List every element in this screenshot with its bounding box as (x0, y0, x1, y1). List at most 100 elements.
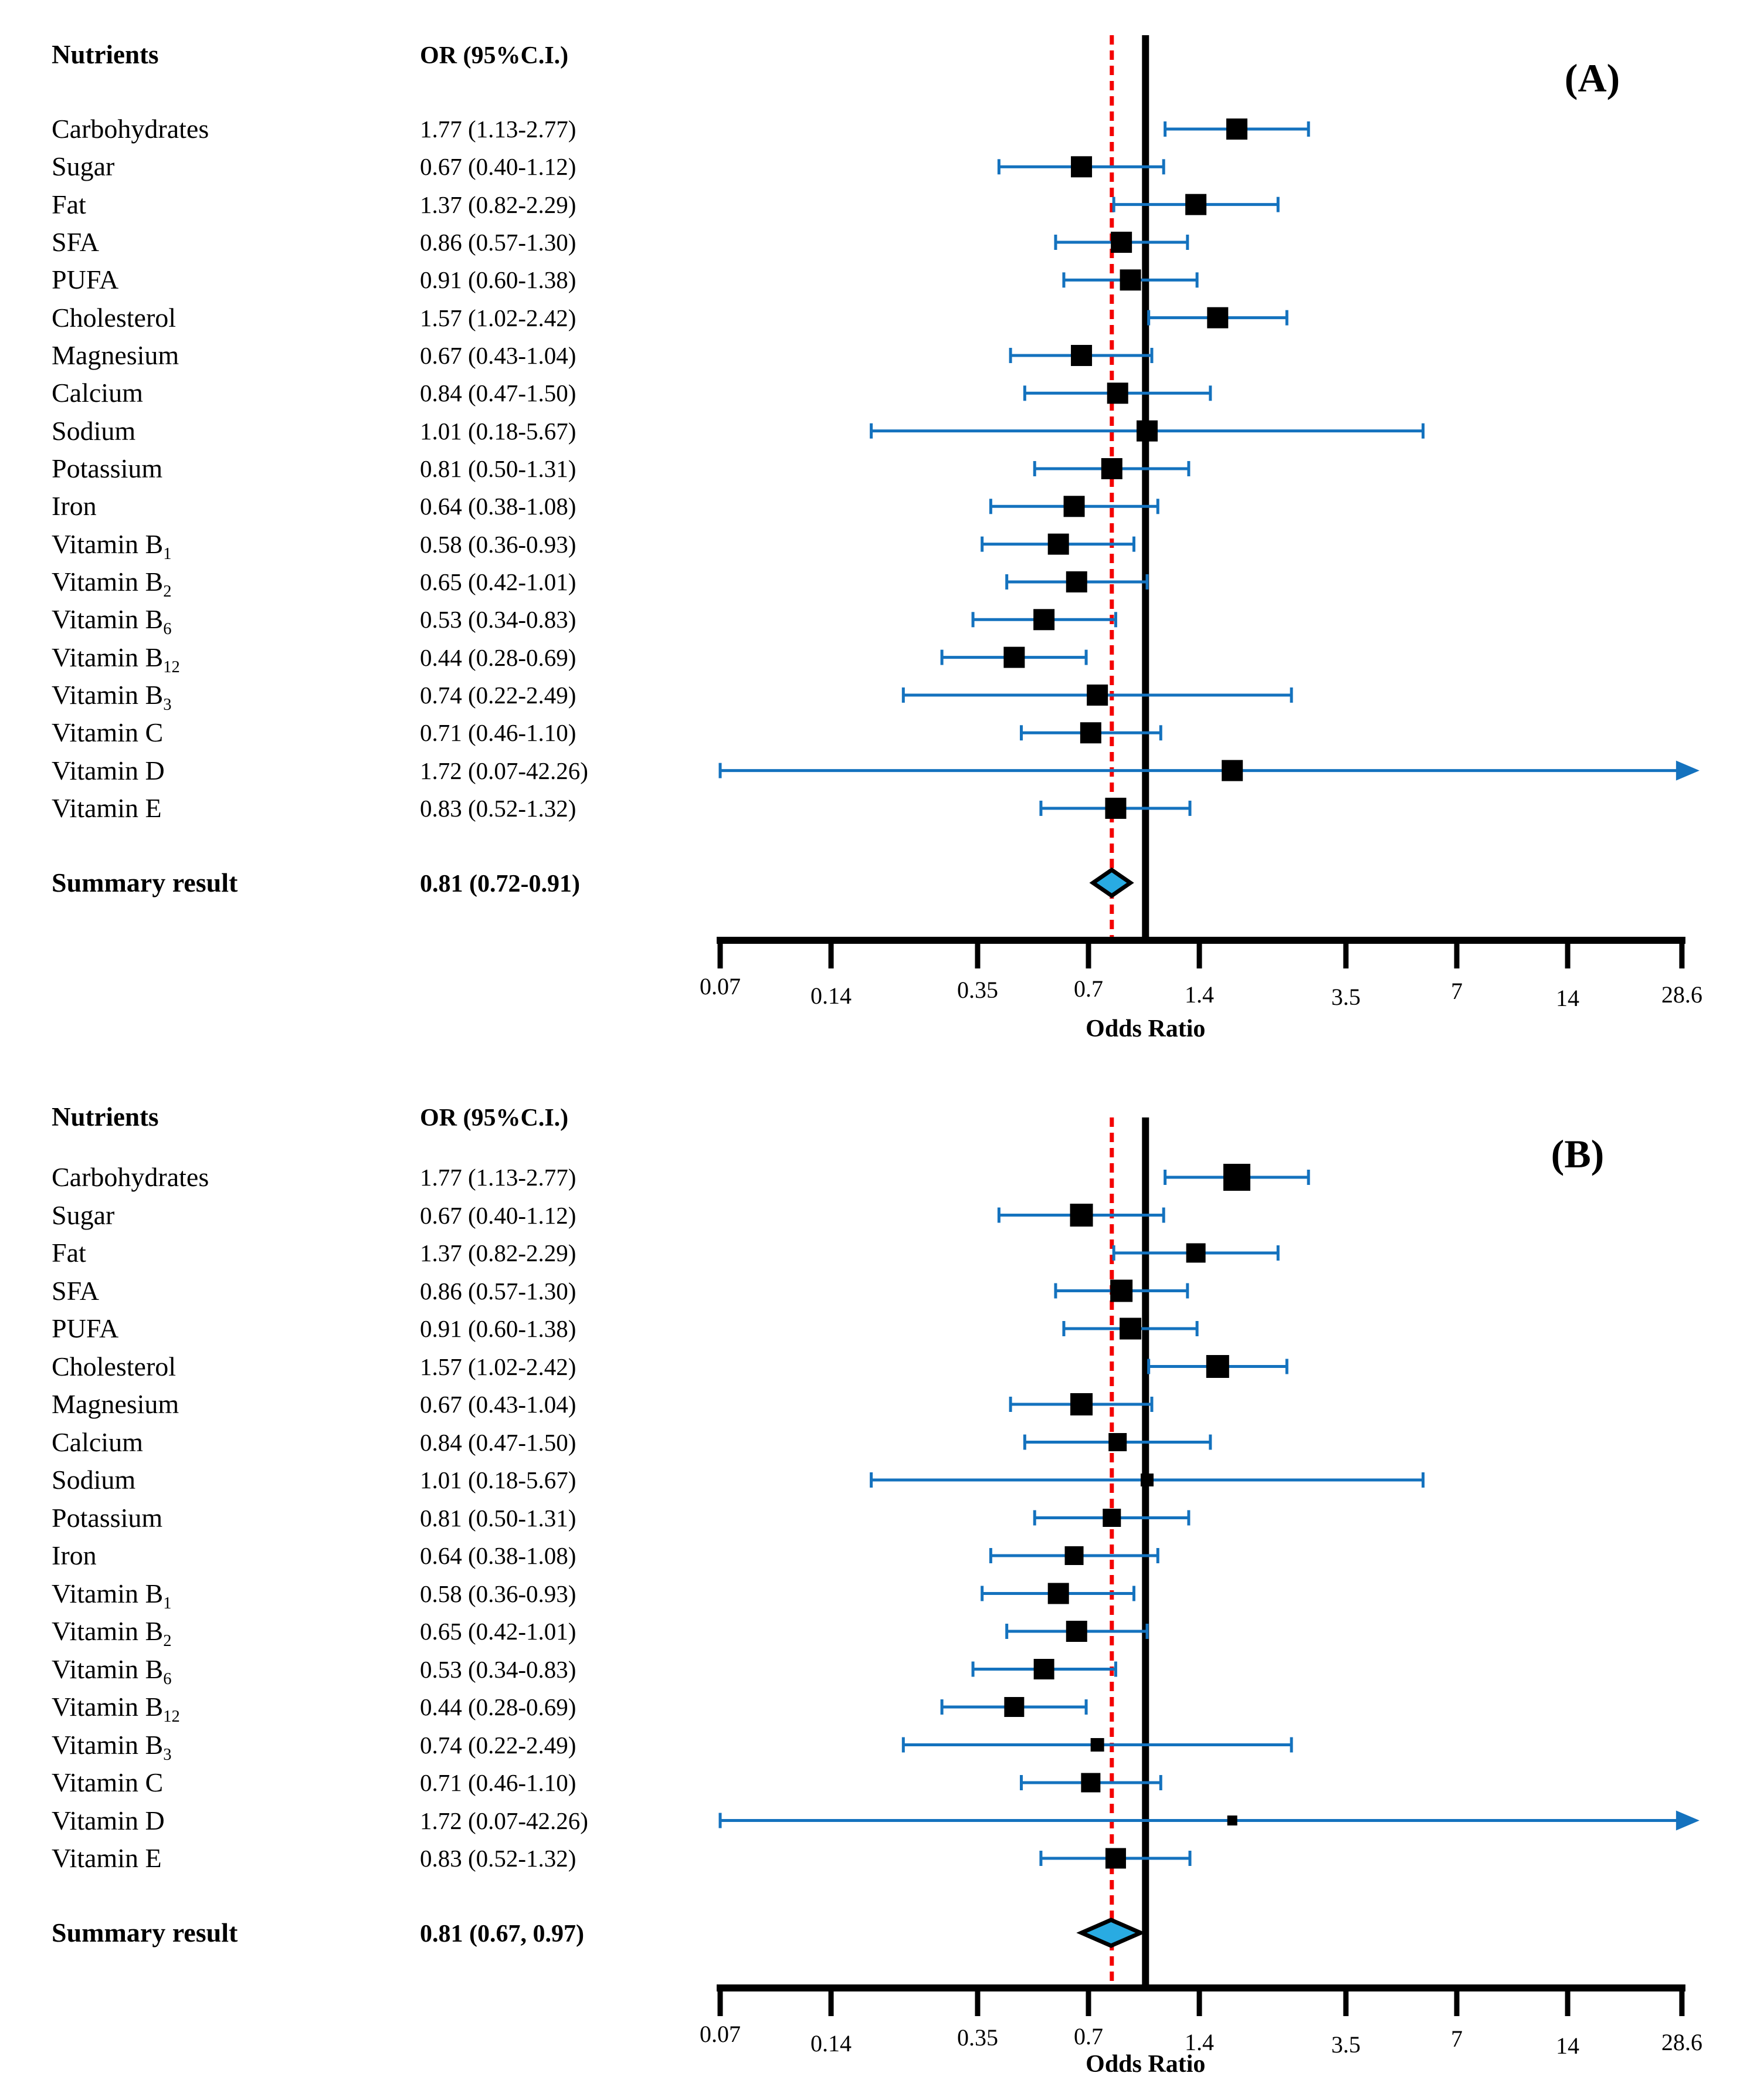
nutrient-label: Magnesium (52, 340, 179, 370)
panel-a-tick-label: 28.6 (1661, 981, 1702, 1008)
or-ci-value: 0.71 (0.46-1.10) (420, 1769, 576, 1796)
nutrient-label: Vitamin D (52, 1805, 165, 1835)
estimate-square-b (1090, 1738, 1104, 1752)
estimate-square-a (1101, 458, 1122, 479)
estimate-square-b (1110, 1279, 1133, 1302)
or-ci-value: 1.57 (1.02-2.42) (420, 1353, 576, 1380)
panel-a-x-axis-title: Odds Ratio (1086, 1015, 1205, 1042)
estimate-square-b (1047, 1583, 1069, 1604)
or-ci-value: 1.01 (0.18-5.67) (420, 417, 576, 445)
or-ci-value: 0.91 (0.60-1.38) (420, 266, 576, 294)
nutrient-label: Calcium (52, 1427, 143, 1457)
nutrient-label: Vitamin B1 (52, 529, 172, 563)
or-ci-value: 0.58 (0.36-0.93) (420, 530, 576, 558)
or-ci-value: 1.77 (1.13-2.77) (420, 116, 576, 143)
estimate-square-b (1206, 1355, 1229, 1378)
or-ci-value: 1.72 (0.07-42.26) (420, 1807, 588, 1834)
estimate-square-b (1223, 1164, 1251, 1191)
panel-b-column-header-nutrients: Nutrients (52, 1102, 159, 1132)
estimate-square-a (1066, 571, 1087, 592)
nutrient-label: PUFA (52, 265, 119, 295)
estimate-square-a (1107, 382, 1128, 404)
or-ci-value: 0.83 (0.52-1.32) (420, 794, 576, 822)
estimate-square-a (1120, 269, 1141, 291)
estimate-square-a (1207, 307, 1229, 328)
panel-a-tick-label: 1.4 (1185, 981, 1214, 1008)
panel-a-tick-label: 3.5 (1331, 984, 1361, 1010)
estimate-square-a (1136, 420, 1158, 442)
estimate-square-b (1070, 1204, 1093, 1227)
estimate-square-b (1070, 1393, 1093, 1415)
estimate-square-a (1226, 118, 1248, 140)
nutrient-label: Vitamin B12 (52, 1692, 180, 1726)
or-ci-value: 1.37 (0.82-2.29) (420, 1239, 576, 1266)
nutrient-label: SFA (52, 1275, 99, 1306)
nutrient-label: Cholesterol (52, 1351, 177, 1381)
or-ci-value: 0.64 (0.38-1.08) (420, 493, 576, 520)
nutrient-label: Sugar (52, 1200, 115, 1230)
panel-a-x-axis (717, 937, 1685, 944)
estimate-square-a (1111, 231, 1132, 253)
estimate-square-b (1186, 1243, 1206, 1263)
estimate-square-b (1108, 1433, 1127, 1451)
panel-a-tick-label: 7 (1451, 978, 1463, 1004)
nutrient-label: Potassium (52, 453, 163, 483)
or-ci-value: 0.84 (0.47-1.50) (420, 1428, 576, 1456)
or-ci-value: 0.74 (0.22-2.49) (420, 681, 576, 709)
estimate-square-b (1066, 1621, 1087, 1642)
estimate-square-a (1071, 344, 1093, 366)
panel-b-x-axis (717, 1984, 1685, 1991)
estimate-square-b (1120, 1317, 1142, 1340)
panel-b-tick-label: 1.4 (1185, 2029, 1214, 2055)
nutrient-label: Sodium (52, 415, 136, 446)
panel-a-label: (A) (1564, 56, 1620, 100)
estimate-square-b (1064, 1546, 1084, 1565)
nutrient-label: Calcium (52, 378, 143, 408)
estimate-square-b (1140, 1474, 1154, 1486)
or-ci-value: 0.67 (0.43-1.04) (420, 1391, 576, 1418)
panel-b-tick-label: 7 (1451, 2026, 1463, 2052)
or-ci-value: 1.57 (1.02-2.42) (420, 304, 576, 331)
nutrient-label: Sodium (52, 1465, 136, 1495)
or-ci-value: 0.44 (0.28-0.69) (420, 1693, 576, 1720)
nutrient-label: Vitamin E (52, 792, 162, 823)
panel-a-column-header-or: OR (95%C.I.) (420, 42, 569, 69)
nutrient-label: SFA (52, 226, 99, 257)
nutrient-label: Iron (52, 1540, 97, 1570)
panel-b-summary-value: 0.81 (0.67, 0.97) (420, 1921, 584, 1947)
estimate-square-a (1087, 684, 1108, 706)
panel-a-column-header-nutrients: Nutrients (52, 40, 159, 69)
nutrient-label: Iron (52, 491, 97, 521)
or-ci-value: 0.58 (0.36-0.93) (420, 1580, 576, 1607)
estimate-square-a (1080, 722, 1101, 744)
summary-diamond-b (1076, 1918, 1146, 1948)
nutrient-label: Vitamin B1 (52, 1578, 172, 1613)
nutrient-label: Vitamin B6 (52, 604, 172, 639)
panel-a-summary-value: 0.81 (0.72-0.91) (420, 871, 580, 897)
estimate-square-a (1185, 194, 1207, 215)
or-ci-value: 1.77 (1.13-2.77) (420, 1164, 576, 1191)
ci-arrow-right-b (1676, 1810, 1700, 1831)
estimate-square-b (1004, 1697, 1025, 1717)
estimate-square-a (1063, 496, 1085, 517)
nutrient-label: Carbohydrates (52, 114, 209, 144)
panel-b-tick-label: 0.07 (700, 2021, 741, 2047)
estimate-square-b (1033, 1659, 1054, 1679)
nutrient-label: Vitamin C (52, 717, 164, 748)
or-ci-value: 0.86 (0.57-1.30) (420, 228, 576, 256)
nutrient-label: PUFA (52, 1313, 119, 1343)
nutrient-label: Vitamin B3 (52, 1729, 172, 1764)
or-ci-value: 0.74 (0.22-2.49) (420, 1731, 576, 1759)
summary-diamond-a (1089, 867, 1134, 899)
or-ci-value: 0.81 (0.50-1.31) (420, 455, 576, 482)
or-ci-value: 1.72 (0.07-42.26) (420, 757, 588, 784)
panel-b-tick-label: 0.14 (810, 2030, 852, 2057)
nutrient-label: Carbohydrates (52, 1162, 209, 1192)
nutrient-label: Cholesterol (52, 302, 177, 333)
or-ci-value: 0.91 (0.60-1.38) (420, 1315, 576, 1342)
or-ci-value: 1.01 (0.18-5.67) (420, 1466, 576, 1493)
or-ci-value: 0.83 (0.52-1.32) (420, 1845, 576, 1872)
panel-a-tick-label: 14 (1556, 985, 1579, 1011)
panel-b-tick-label: 28.6 (1661, 2029, 1702, 2055)
